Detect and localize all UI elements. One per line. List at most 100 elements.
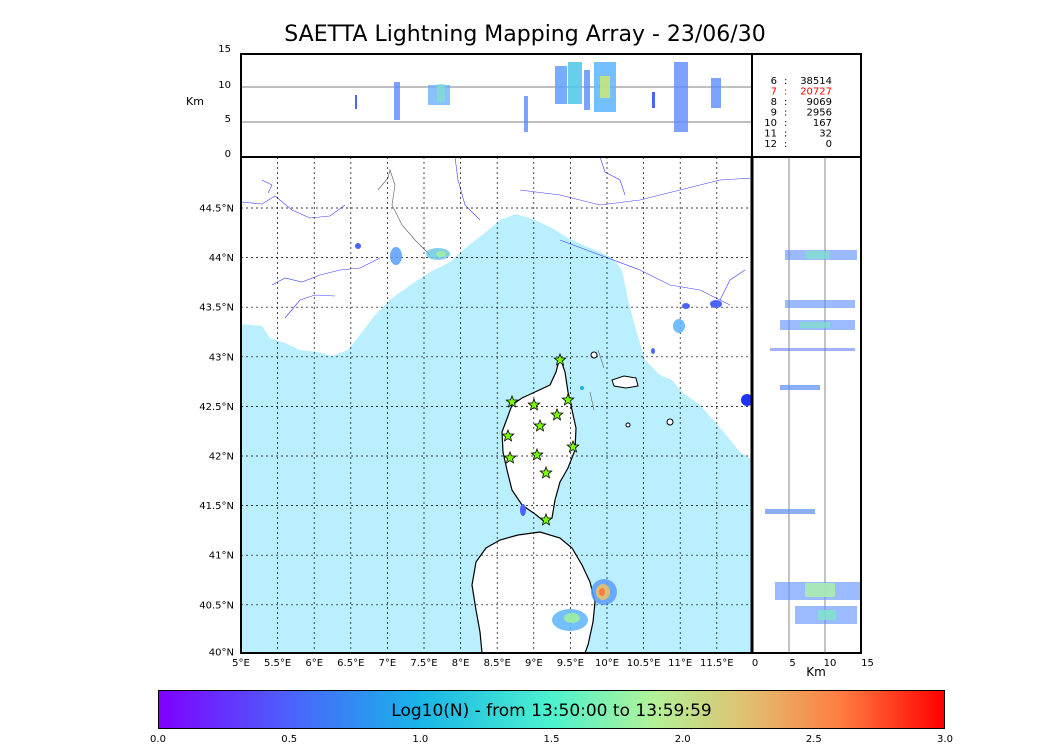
latitude-label: 44°N — [209, 253, 234, 264]
lma-stations — [501, 352, 580, 526]
colorbar-tick: 1.5 — [543, 734, 560, 745]
altitude-longitude-panel: Km 15 10 5 0 6:385147:207278:90699:29561… — [186, 44, 862, 160]
source-column — [355, 95, 357, 109]
giglio-island — [666, 418, 674, 426]
longitude-label: 8°E — [452, 658, 470, 669]
longitude-label: 10°E — [595, 658, 619, 669]
lma-station-star — [550, 407, 564, 421]
corsica-island — [501, 354, 577, 523]
latitude-altitude-panel: 0 5 10 15 Km — [752, 157, 874, 679]
station-count-sep: : — [784, 118, 787, 129]
latitude-label: 41.5°N — [199, 501, 234, 512]
station-count-n: 8 — [771, 97, 777, 108]
longitude-label: 9.5°E — [557, 658, 584, 669]
longitude-label: 9°E — [525, 658, 543, 669]
side-panel-xlabel: Km — [806, 665, 826, 679]
latitude-label: 43°N — [209, 352, 234, 363]
colorbar-tick: 2.5 — [805, 734, 822, 745]
longitude-label: 11.5°E — [700, 658, 734, 669]
colorbar-tick: 2.0 — [674, 734, 691, 745]
top-ytick: 0 — [225, 149, 231, 160]
side-xticks: 0 5 10 15 — [752, 658, 874, 669]
station-count-sep: : — [784, 139, 787, 150]
lma-station-star — [539, 512, 553, 526]
side-source-points — [765, 250, 860, 624]
source-column — [394, 82, 400, 120]
lma-station-star — [566, 439, 580, 453]
side-xtick: 10 — [824, 658, 837, 669]
station-count-n: 9 — [771, 108, 777, 119]
source-column — [711, 78, 721, 108]
colorbar-tick: 0.0 — [150, 734, 166, 745]
colorbar-tick: 0.5 — [281, 734, 298, 745]
lma-station-star — [533, 418, 547, 432]
station-count-sep: : — [784, 129, 787, 140]
longitude-label: 6.5°E — [337, 658, 364, 669]
station-count-n: 10 — [764, 118, 777, 129]
lightning-sources — [355, 243, 722, 631]
latitude-label: 42°N — [209, 452, 234, 463]
station-count-value: 38514 — [800, 76, 832, 87]
source-column — [652, 92, 655, 108]
rivers — [241, 157, 752, 319]
colorbar-tick: 1.0 — [412, 734, 429, 745]
side-xtick: 5 — [789, 658, 795, 669]
colorbar-label: Log10(N) - from 13:50:00 to 13:59:59 — [391, 701, 712, 721]
altitude-source-points — [355, 62, 721, 132]
side-xtick: 0 — [752, 658, 758, 669]
latitude-label: 42.5°N — [199, 402, 234, 413]
station-count-sep: : — [784, 76, 787, 87]
longitude-label: 5°E — [232, 658, 250, 669]
top-panel-ylabel: Km — [186, 95, 204, 108]
borders — [377, 168, 431, 256]
lma-station-star — [505, 394, 519, 408]
station-count-value: 9069 — [807, 97, 832, 108]
longitude-label: 10.5°E — [627, 658, 661, 669]
longitude-labels: 5°E 5.5°E 6°E 6.5°E 7°E 7.5°E 8°E 8.5°E 9°E 9.5°E… — [232, 658, 733, 669]
map-frame — [240, 156, 862, 654]
longitude-label: 8.5°E — [484, 658, 511, 669]
source-column — [568, 62, 582, 104]
source-column — [674, 62, 688, 132]
longitude-label: 5.5°E — [264, 658, 291, 669]
longitude-label: 6°E — [305, 658, 323, 669]
source-column — [555, 66, 567, 104]
latitude-label: 41°N — [209, 551, 234, 562]
montecristo-island — [625, 422, 631, 428]
map-panel: 44.5°N 44°N 43.5°N 43°N 42.5°N 42°N 41.5°N 41°N… — [199, 156, 862, 669]
latitude-label: 40°N — [209, 648, 234, 659]
elba-island — [611, 375, 639, 389]
latitude-label: 40.5°N — [199, 600, 234, 611]
station-count-value: 167 — [813, 118, 832, 129]
colorbar-tick: 3.0 — [937, 734, 953, 745]
source-column — [524, 96, 528, 132]
station-count-n: 7 — [771, 87, 777, 98]
longitude-label: 7°E — [379, 658, 397, 669]
longitude-label: 11°E — [668, 658, 692, 669]
station-count-table: 6: 38514 7: 20727 8: 9069 9: 2956 10: 167 11: 32 12:… — [764, 76, 832, 150]
lat-lon-grid — [241, 157, 752, 653]
source-column — [584, 70, 590, 110]
latitude-label: 44.5°N — [199, 204, 234, 215]
side-xtick: 15 — [861, 658, 874, 669]
station-count-n: 11 — [764, 129, 777, 140]
top-ytick: 15 — [218, 44, 231, 55]
lma-station-star — [561, 392, 575, 406]
station-count-sep: : — [784, 97, 787, 108]
lma-station-star — [539, 465, 553, 479]
lma-station-star — [553, 352, 567, 366]
lma-station-star — [530, 447, 544, 461]
station-count-value: 2956 — [807, 108, 832, 119]
figure-title: SAETTA Lightning Mapping Array - 23/06/3… — [284, 22, 766, 47]
station-count-n: 6 — [771, 76, 777, 87]
station-count-value: 20727 — [800, 87, 832, 98]
sea-area — [241, 214, 752, 653]
station-count-value: 0 — [826, 139, 832, 150]
station-count-sep: : — [784, 87, 787, 98]
station-count-n: 12 — [764, 139, 777, 150]
marker-dot — [741, 394, 752, 406]
top-ytick: 5 — [225, 114, 231, 125]
top-ytick: 10 — [218, 80, 231, 91]
longitude-label: 7.5°E — [410, 658, 437, 669]
